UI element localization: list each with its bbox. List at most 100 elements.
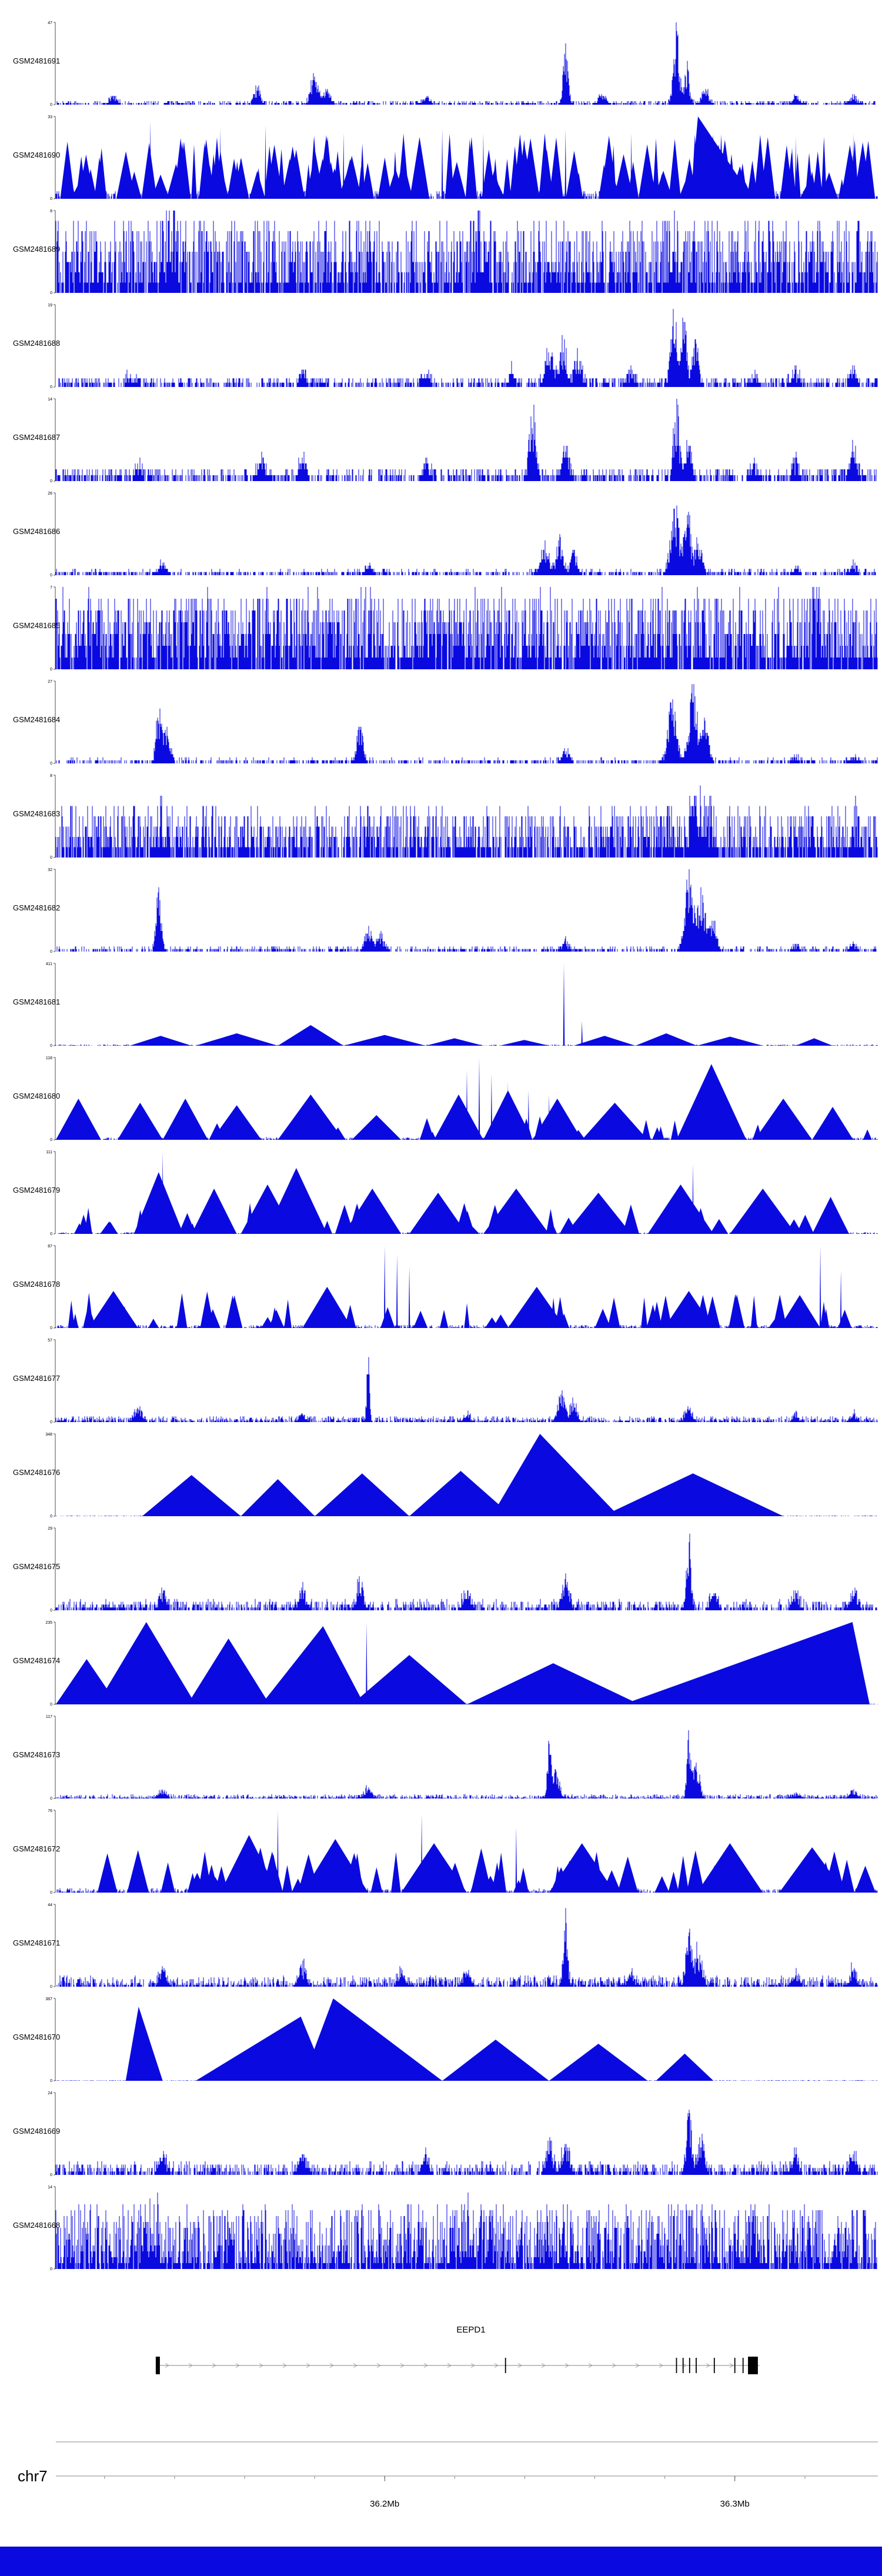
coverage-track-GSM2481685: GSM2481685 7 0 [13, 586, 878, 672]
yaxis-max-label: 7 [50, 586, 52, 590]
exon [748, 2357, 758, 2374]
coverage-track-GSM2481677: GSM2481677 57 0 [13, 1339, 878, 1424]
coverage-bars [55, 2110, 878, 2175]
yaxis-zero-label: 0 [50, 385, 52, 389]
yaxis-max-label: 32 [48, 868, 52, 872]
yaxis-zero-label: 0 [50, 1985, 52, 1989]
track-label: GSM2481679 [13, 1186, 60, 1194]
yaxis-zero-label: 0 [50, 668, 52, 672]
coverage-area [56, 1622, 870, 1704]
yaxis-zero-label: 0 [50, 1609, 52, 1613]
track-label: GSM2481685 [13, 621, 60, 630]
track-label: GSM2481682 [13, 903, 60, 912]
coverage-track-GSM2481690: GSM2481690 33 0 [13, 115, 878, 201]
track-label: GSM2481677 [13, 1374, 60, 1383]
coverage-area [97, 1810, 876, 1893]
exon [155, 2357, 160, 2374]
track-label: GSM2481673 [13, 1750, 60, 1759]
coverage-area [125, 1998, 714, 2081]
yaxis-max-label: 111 [46, 1150, 52, 1154]
coverage-track-GSM2481691: GSM2481691 47 0 [13, 21, 876, 107]
exon [713, 2358, 715, 2373]
yaxis-zero-label: 0 [50, 856, 52, 860]
coverage-bars [55, 2193, 877, 2269]
yaxis-zero-label: 0 [50, 950, 52, 954]
coverage-bars [55, 1357, 878, 1422]
yaxis-max-label: 44 [48, 1903, 52, 1907]
track-label: GSM2481678 [13, 1280, 60, 1289]
genome-axis: 36.2Mb 36.3Mb chr7 [18, 2467, 878, 2509]
yaxis-zero-label: 0 [50, 2267, 52, 2271]
coverage-bars [55, 399, 877, 481]
yaxis-max-label: 387 [45, 1997, 52, 2001]
exon [505, 2358, 506, 2373]
yaxis-max-label: 76 [48, 1809, 52, 1813]
yaxis-zero-label: 0 [50, 1232, 52, 1236]
exon [734, 2358, 736, 2373]
track-label: GSM2481688 [13, 339, 60, 348]
coverage-bars [55, 785, 878, 857]
track-label: GSM2481668 [13, 2221, 60, 2230]
yaxis-max-label: 47 [48, 21, 52, 25]
coverage-bars [56, 869, 877, 952]
exon [676, 2358, 677, 2373]
coverage-track-GSM2481687: GSM2481687 14 0 [13, 398, 877, 483]
coverage-track-GSM2481686: GSM2481686 26 0 [13, 492, 876, 578]
coverage-track-GSM2481672: GSM2481672 76 0 [13, 1809, 878, 1895]
yaxis-zero-label: 0 [50, 1797, 52, 1801]
exon [689, 2358, 690, 2373]
track-label: GSM2481672 [13, 1844, 60, 1853]
yaxis-max-label: 33 [48, 115, 52, 119]
yaxis-max-label: 26 [48, 492, 52, 496]
yaxis-zero-label: 0 [50, 291, 52, 295]
track-label: GSM2481671 [13, 1938, 60, 1947]
track-label: GSM2481690 [13, 151, 60, 159]
coverage-bars [55, 1533, 877, 1610]
track-label: GSM2481676 [13, 1468, 60, 1477]
track-label: GSM2481686 [13, 527, 60, 536]
coverage-track-GSM2481668: GSM2481668 14 0 [13, 2185, 877, 2271]
coverage-bars [58, 309, 878, 387]
yaxis-zero-label: 0 [50, 1514, 52, 1519]
yaxis-max-label: 24 [48, 2091, 52, 2095]
coverage-track-GSM2481680: GSM2481680 118 0 [13, 1056, 878, 1142]
track-label: GSM2481681 [13, 997, 60, 1006]
footer-bar [0, 2547, 882, 2576]
gene-track: EEPD1 [155, 2325, 760, 2374]
coverage-area [129, 963, 833, 1046]
track-label: GSM2481674 [13, 1656, 60, 1665]
coverage-track-GSM2481670: GSM2481670 387 0 [13, 1997, 878, 2083]
gene-name-label: EEPD1 [456, 2325, 485, 2335]
track-label: GSM2481680 [13, 1092, 60, 1100]
yaxis-zero-label: 0 [50, 1891, 52, 1895]
coverage-area [68, 1246, 852, 1328]
chromosome-label: chr7 [18, 2467, 48, 2485]
coverage-track-GSM2481681: GSM2481681 411 0 [13, 962, 878, 1048]
yaxis-max-label: 87 [48, 1244, 52, 1249]
coverage-track-GSM2481684: GSM2481684 27 0 [13, 680, 878, 766]
strand-arrows-icon [165, 2363, 734, 2368]
coverage-track-GSM2481689: GSM2481689 8 0 [13, 209, 878, 295]
track-label: GSM2481683 [13, 809, 60, 818]
yaxis-max-label: 411 [46, 962, 52, 966]
yaxis-max-label: 29 [48, 1527, 52, 1531]
coverage-area [142, 1434, 784, 1516]
yaxis-max-label: 14 [48, 2185, 52, 2190]
coverage-bars [55, 505, 876, 575]
yaxis-zero-label: 0 [50, 2173, 52, 2177]
coverage-track-GSM2481669: GSM2481669 24 0 [13, 2091, 878, 2177]
yaxis-zero-label: 0 [50, 1703, 52, 1707]
track-label: GSM2481669 [13, 2127, 60, 2135]
coverage-track-GSM2481679: GSM2481679 111 0 [13, 1150, 878, 1236]
yaxis-max-label: 27 [48, 680, 52, 684]
yaxis-max-label: 8 [50, 774, 52, 778]
yaxis-zero-label: 0 [50, 1138, 52, 1142]
track-label: GSM2481670 [13, 2033, 60, 2041]
coverage-track-GSM2481688: GSM2481688 19 0 [13, 303, 878, 389]
track-label: GSM2481691 [13, 56, 60, 65]
yaxis-max-label: 117 [46, 1715, 52, 1719]
track-label: GSM2481689 [13, 245, 60, 253]
coverage-bars [56, 22, 876, 105]
track-label: GSM2481675 [13, 1562, 60, 1571]
